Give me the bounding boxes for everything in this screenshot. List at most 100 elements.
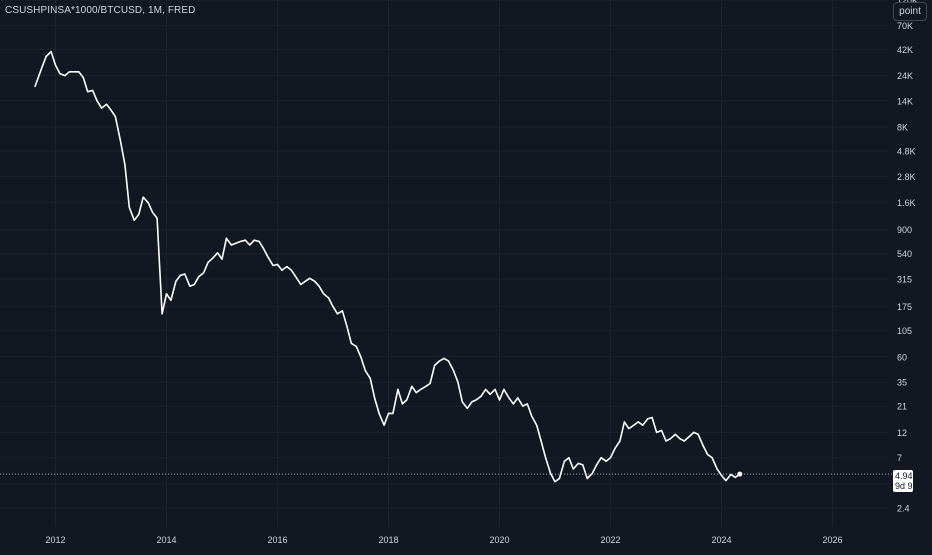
x-tick-label: 2016 (267, 535, 287, 545)
series-layer (0, 50, 893, 483)
data-point (96, 100, 98, 102)
data-point (522, 405, 524, 407)
last-value-label: 4.94 9d 9h (893, 470, 918, 492)
data-point (165, 293, 168, 295)
y-tick-label: 2.4 (897, 503, 910, 513)
data-point (420, 388, 422, 390)
grid-layer (0, 0, 888, 527)
data-point (401, 403, 403, 405)
data-point (447, 360, 450, 362)
x-tick-label: 2020 (489, 535, 509, 545)
x-tick-label: 2012 (45, 535, 65, 545)
data-point (341, 310, 344, 312)
y-tick-label: 42K (897, 45, 913, 55)
data-point (457, 381, 459, 383)
data-point (350, 342, 352, 344)
data-point (526, 403, 528, 405)
data-point (531, 415, 533, 417)
data-point (415, 392, 417, 394)
data-point (568, 457, 570, 459)
data-point (536, 424, 538, 426)
data-point (114, 116, 117, 118)
y-tick-label: 14K (897, 96, 913, 106)
y-tick-label: 4.8K (897, 147, 916, 157)
data-point (378, 412, 380, 414)
data-point (175, 280, 177, 282)
data-point (184, 273, 186, 275)
data-point (225, 237, 228, 239)
data-point (683, 440, 685, 442)
data-point (586, 477, 588, 480)
data-point (59, 73, 61, 75)
data-point (336, 313, 339, 315)
data-point (494, 388, 496, 390)
data-point (124, 164, 126, 166)
data-point (387, 412, 390, 414)
data-point (253, 239, 255, 241)
data-point (263, 248, 265, 250)
data-point (110, 109, 112, 111)
data-point (92, 89, 94, 91)
data-point (211, 257, 214, 259)
data-point (429, 382, 431, 385)
data-point (179, 274, 181, 277)
y-tick-label: 175 (897, 302, 912, 312)
data-point (730, 473, 732, 476)
data-point (244, 239, 246, 241)
data-point (41, 67, 43, 69)
scale-mode-button[interactable]: point (893, 2, 927, 21)
data-point (100, 107, 103, 109)
symbol-title[interactable]: CSUSHPINSA*1000/BTCUSD, 1M, FRED (5, 5, 196, 16)
y-tick-label: 60 (897, 352, 907, 362)
data-point (258, 240, 260, 243)
data-point (411, 385, 413, 387)
data-point (327, 297, 330, 299)
data-point (147, 202, 149, 204)
data-point (512, 403, 514, 405)
price-axis[interactable]: 120K70K42K24K14K8K4.8K2.8K1.6K9005403151… (897, 0, 918, 513)
data-point (133, 219, 135, 221)
y-tick-label: 315 (897, 274, 912, 284)
x-tick-label: 2026 (822, 535, 842, 545)
data-point (485, 388, 487, 390)
data-point (508, 397, 510, 399)
data-point (647, 418, 649, 420)
data-point (563, 460, 566, 462)
data-point (142, 196, 144, 198)
data-point (489, 393, 491, 395)
data-point (392, 412, 394, 414)
data-point (452, 369, 455, 371)
data-point (702, 445, 704, 447)
x-tick-label: 2018 (378, 535, 398, 545)
y-tick-label: 1.6K (897, 198, 916, 208)
y-tick-label: 24K (897, 71, 913, 81)
data-point (711, 457, 713, 459)
data-point (669, 438, 672, 440)
data-point (438, 360, 441, 362)
data-point (267, 256, 269, 258)
time-axis[interactable]: 2012 2014 2016 2018 2020 2022 2024 2026 (45, 535, 842, 545)
data-point (697, 433, 699, 436)
data-point (549, 472, 552, 475)
data-point (716, 468, 718, 470)
data-point (688, 435, 690, 438)
data-point (544, 457, 547, 459)
data-point (633, 424, 635, 426)
data-point (276, 263, 279, 265)
y-tick-label: 8K (897, 123, 908, 133)
data-point (295, 276, 297, 278)
data-point (554, 481, 556, 483)
data-point (674, 433, 677, 436)
data-point (364, 369, 366, 371)
data-point (471, 401, 473, 403)
data-point (230, 244, 233, 246)
data-point (239, 240, 241, 243)
data-point (577, 462, 579, 465)
data-point (360, 356, 362, 358)
data-point (156, 217, 158, 219)
data-point (78, 71, 80, 73)
data-point (161, 313, 163, 315)
